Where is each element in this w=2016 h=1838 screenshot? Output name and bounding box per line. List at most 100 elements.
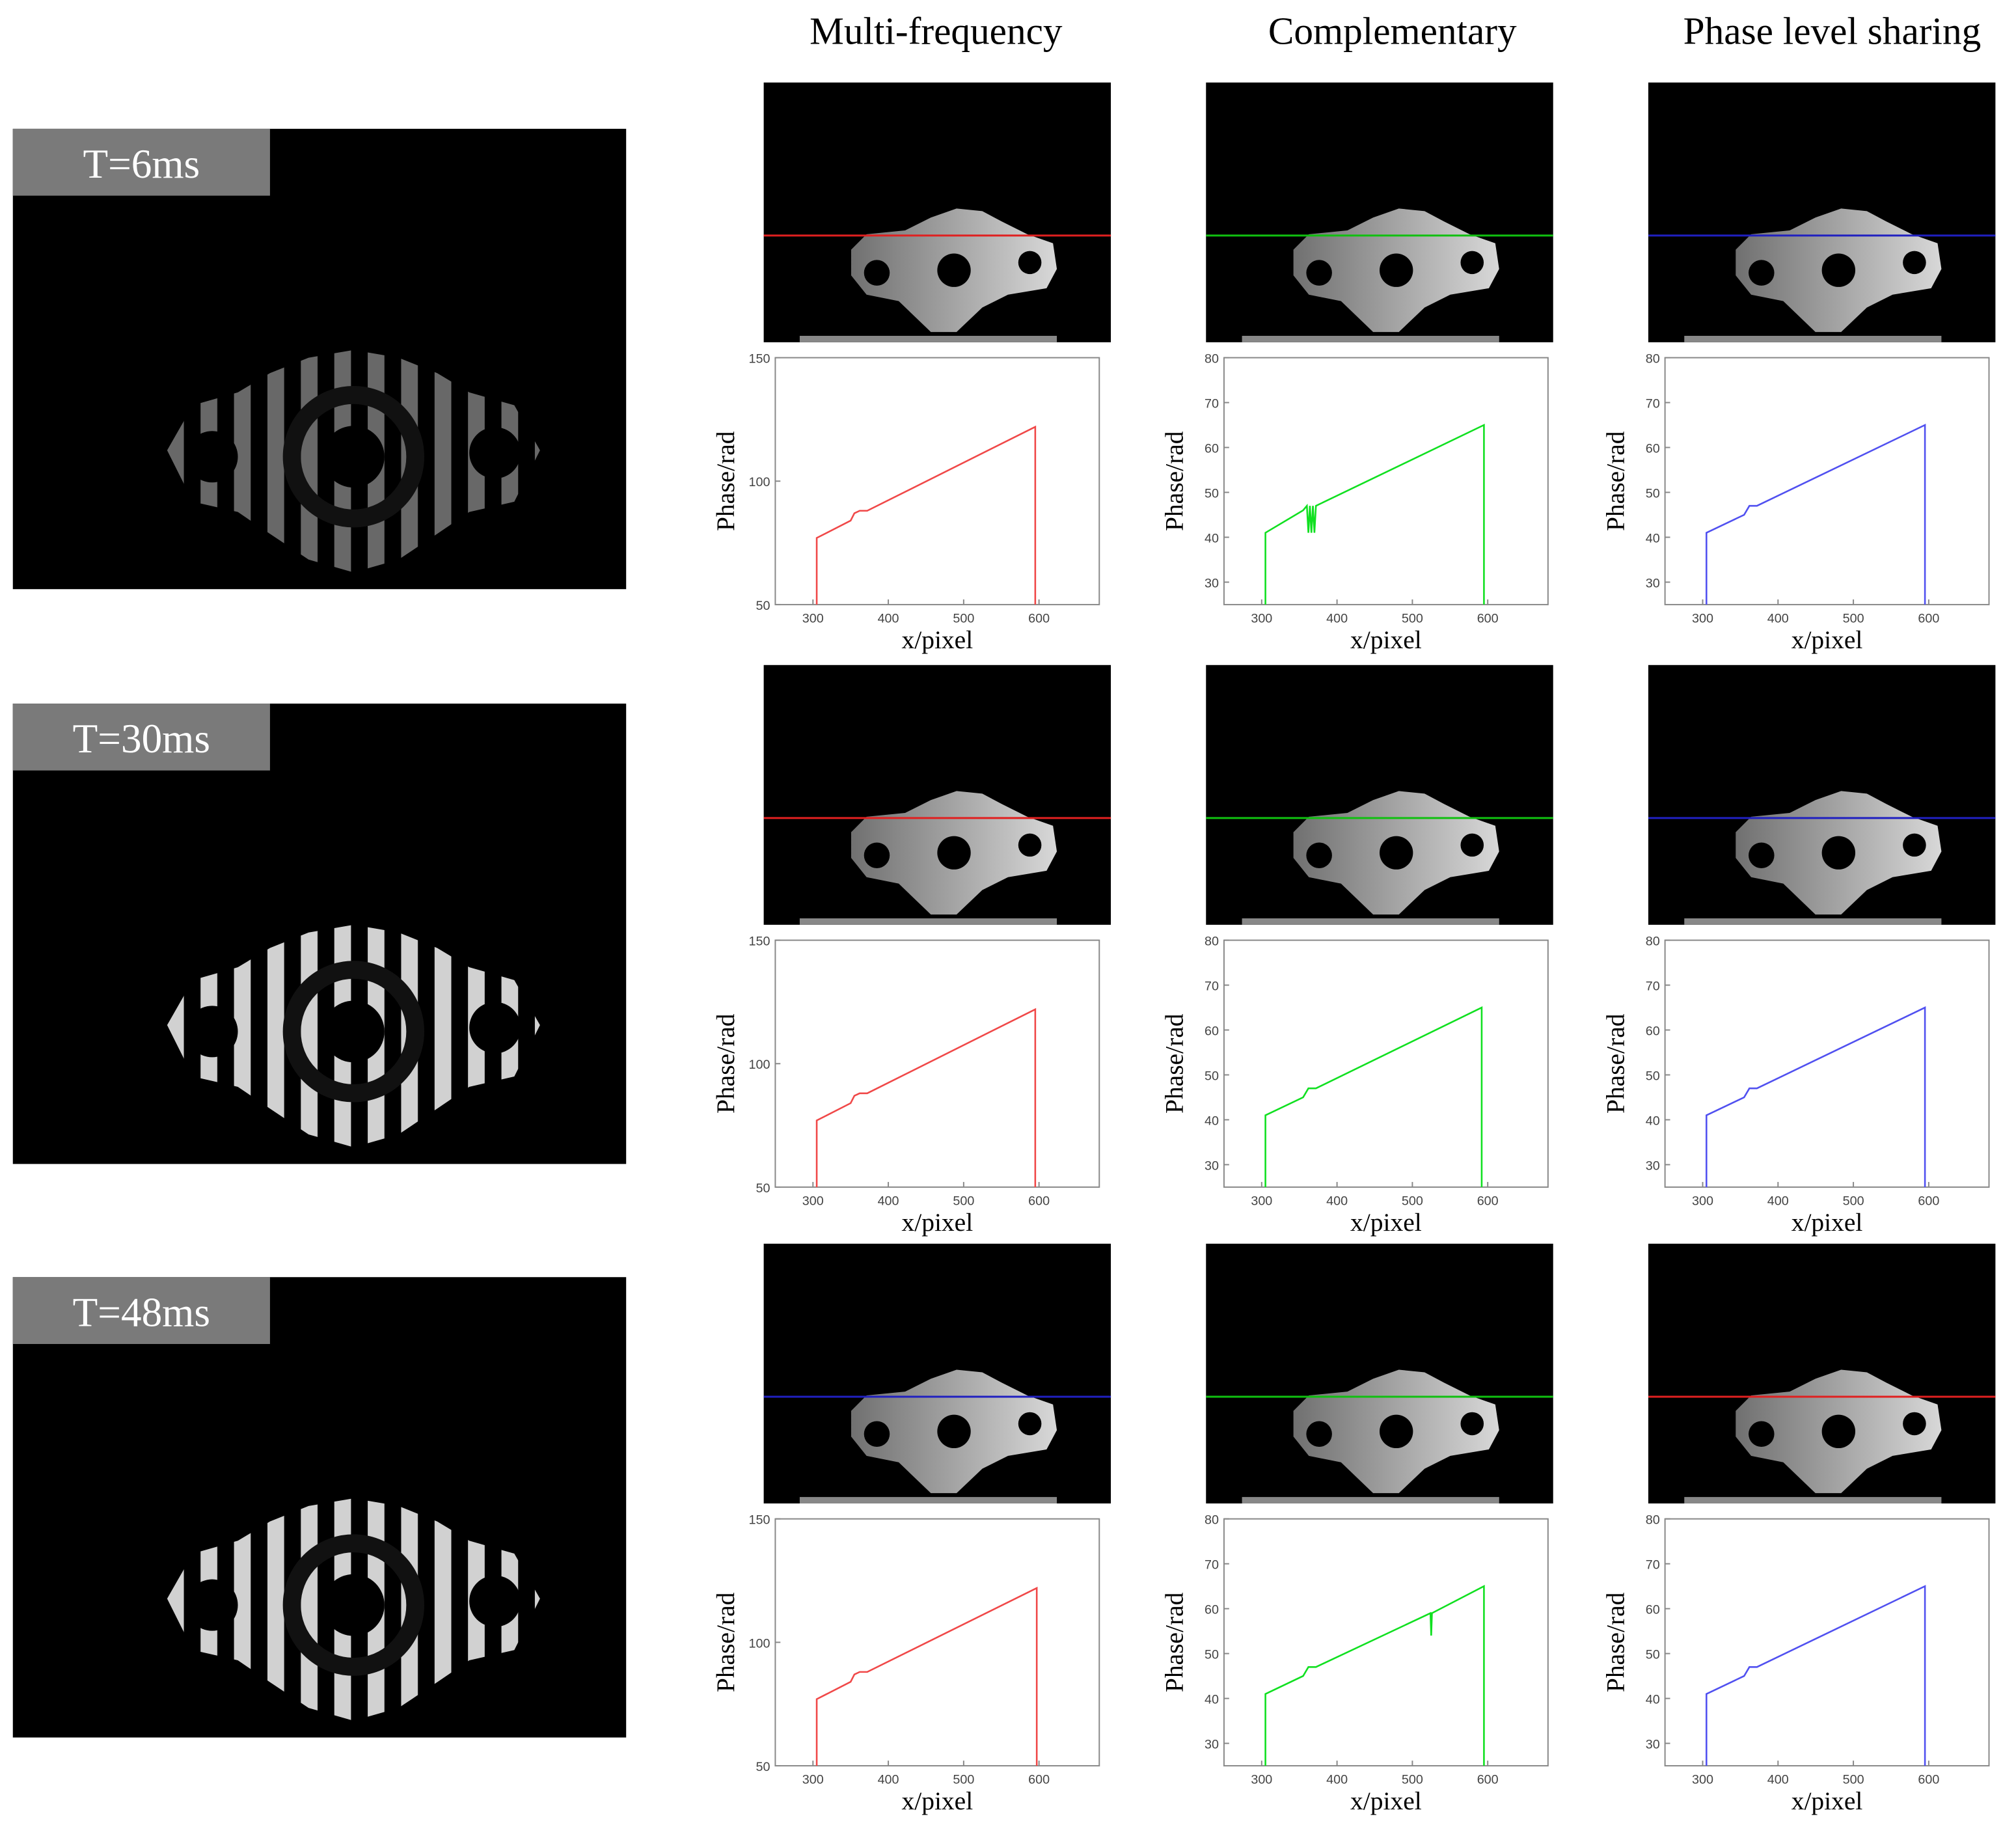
y-tick-label: 60 — [1646, 1024, 1660, 1038]
hole — [937, 253, 971, 287]
bottom-noise — [1684, 335, 1942, 342]
hole — [1749, 842, 1775, 868]
bottom-noise — [799, 918, 1057, 925]
x-axis-label: x/pixel — [1791, 1208, 1863, 1237]
plot-frame — [774, 1518, 1100, 1767]
y-tick-label: 30 — [1205, 1159, 1219, 1173]
y-tick-label: 60 — [1646, 441, 1660, 456]
plot-frame — [774, 939, 1100, 1188]
hole — [864, 842, 890, 868]
bottom-noise — [1242, 1497, 1499, 1503]
hole — [1379, 836, 1413, 870]
hole — [1460, 251, 1484, 275]
hole — [1379, 253, 1413, 287]
y-tick-label: 50 — [1646, 1069, 1660, 1083]
phase-line — [1264, 1585, 1485, 1766]
hole — [469, 427, 521, 479]
hole — [1018, 251, 1042, 275]
y-tick-label: 70 — [1646, 979, 1660, 993]
depth-map — [763, 82, 1111, 342]
y-tick-label: 50 — [756, 599, 770, 613]
x-tick-label: 500 — [953, 612, 974, 626]
depth-map — [1648, 1243, 1996, 1503]
x-tick-label: 500 — [1843, 1773, 1864, 1787]
y-tick-label: 80 — [1646, 351, 1660, 366]
y-tick-label: 70 — [1205, 979, 1219, 993]
hole — [1379, 1414, 1413, 1449]
hole — [1821, 253, 1856, 287]
hole — [1460, 833, 1484, 857]
y-axis-label: Phase/rad — [711, 1592, 740, 1692]
hole — [469, 1575, 521, 1627]
y-axis-label: Phase/rad — [1601, 431, 1629, 531]
x-tick-label: 400 — [1767, 1773, 1789, 1787]
y-axis-label: Phase/rad — [1160, 1013, 1189, 1114]
x-tick-label: 500 — [1402, 1194, 1423, 1209]
depth-map — [1206, 1243, 1553, 1503]
bottom-noise — [1684, 918, 1942, 925]
x-tick-label: 600 — [1477, 1194, 1499, 1209]
hole — [1749, 1421, 1775, 1447]
hole — [1821, 836, 1856, 870]
ring — [282, 961, 425, 1103]
y-tick-label: 80 — [1646, 1513, 1660, 1528]
hole — [1018, 1412, 1042, 1436]
hole — [1018, 833, 1042, 857]
phase-line — [1706, 1006, 1926, 1187]
x-tick-label: 400 — [1326, 1773, 1348, 1787]
y-tick-label: 60 — [1205, 1603, 1219, 1617]
x-axis-label: x/pixel — [901, 1787, 973, 1815]
y-tick-label: 30 — [1646, 1159, 1660, 1173]
y-tick-label: 40 — [1646, 1114, 1660, 1128]
depth-map — [763, 665, 1111, 925]
y-tick-label: 60 — [1205, 441, 1219, 456]
phase-line — [1706, 423, 1926, 605]
x-tick-label: 500 — [1843, 1194, 1864, 1209]
depth-map — [1648, 82, 1996, 342]
x-axis-label: x/pixel — [1791, 1787, 1863, 1815]
y-tick-label: 30 — [1646, 1737, 1660, 1751]
y-tick-label: 150 — [749, 1513, 770, 1528]
y-tick-label: 70 — [1205, 1558, 1219, 1572]
hole — [322, 1574, 385, 1636]
row-label: T=6ms — [83, 141, 200, 187]
depth-map — [1648, 665, 1996, 925]
y-tick-label: 40 — [1205, 1114, 1219, 1128]
bottom-noise — [799, 335, 1057, 342]
ring — [282, 386, 425, 528]
y-axis-label: Phase/rad — [1601, 1592, 1629, 1692]
hole — [322, 1000, 385, 1063]
y-tick-label: 150 — [749, 935, 770, 949]
y-tick-label: 80 — [1205, 935, 1219, 949]
x-tick-label: 500 — [1843, 612, 1864, 626]
bottom-noise — [1242, 918, 1499, 925]
bottom-noise — [1684, 1497, 1942, 1503]
plot-frame — [1664, 939, 1990, 1188]
x-tick-label: 400 — [1326, 612, 1348, 626]
fringe-image: T=6ms — [12, 128, 627, 590]
y-tick-label: 50 — [1646, 486, 1660, 501]
y-tick-label: 70 — [1646, 1558, 1660, 1572]
y-tick-label: 100 — [749, 1058, 770, 1072]
x-axis-label: x/pixel — [901, 1208, 973, 1237]
y-tick-label: 80 — [1205, 351, 1219, 366]
y-tick-label: 50 — [1646, 1648, 1660, 1662]
hole — [1306, 260, 1332, 286]
hole — [322, 426, 385, 488]
column-title: Phase level sharing — [1683, 9, 1982, 52]
x-axis-label: x/pixel — [1350, 1787, 1422, 1815]
y-axis-label: Phase/rad — [711, 431, 740, 531]
x-tick-label: 600 — [1918, 1194, 1939, 1209]
y-tick-label: 70 — [1646, 396, 1660, 411]
hole — [1306, 842, 1332, 868]
phase-line — [1706, 1585, 1926, 1766]
y-tick-label: 100 — [749, 1636, 770, 1651]
bottom-noise — [799, 1497, 1057, 1503]
x-tick-label: 600 — [1477, 612, 1499, 626]
y-tick-label: 80 — [1646, 935, 1660, 949]
x-tick-label: 300 — [1692, 612, 1713, 626]
x-tick-label: 500 — [1402, 612, 1423, 626]
hole — [864, 260, 890, 286]
x-tick-label: 400 — [878, 612, 899, 626]
